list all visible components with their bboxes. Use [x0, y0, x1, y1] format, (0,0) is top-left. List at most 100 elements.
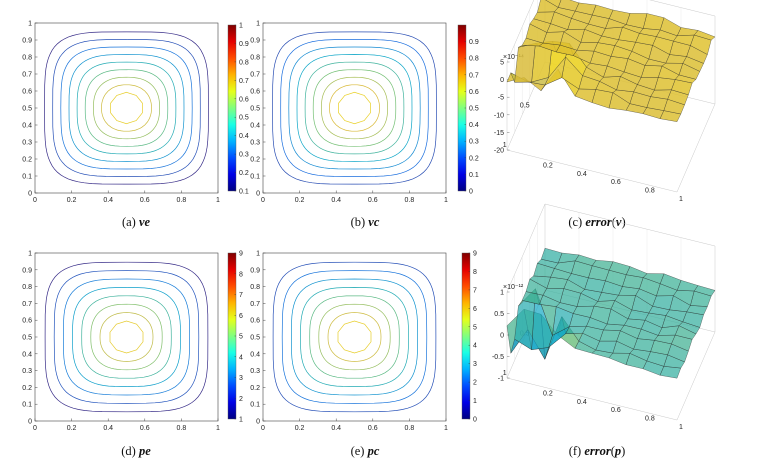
z-exponent-c: ×10⁻¹⁴	[503, 54, 524, 61]
colorbar-label-d: 2	[239, 396, 243, 403]
caption-e: (e) pc	[351, 444, 380, 458]
colorbar-label-b: 0.2	[469, 155, 479, 162]
x-tick-label-f: 0.6	[611, 407, 621, 414]
z-tick-label-f: 0.5	[494, 311, 504, 318]
contour-line-d	[81, 295, 172, 379]
contour-line-a	[52, 39, 201, 177]
y-tick-label-c: 1	[503, 142, 507, 149]
caption-label-f: (f)	[569, 444, 585, 458]
colorbar-label-e: 5	[473, 324, 477, 331]
x-tick-label-d: 0.6	[140, 425, 150, 432]
colorbar-label-b: 0.4	[469, 122, 479, 129]
z-tick-label-c: -15	[494, 130, 504, 137]
caption-close-f: )	[621, 444, 625, 458]
contour-line-a	[101, 84, 152, 132]
surface-patch-f	[541, 248, 563, 264]
z-tick-label-f: 1	[500, 290, 504, 297]
colorbar-e: 0 1 2 3 4 5 6 7 8 9	[461, 251, 477, 424]
z-tick-label-f: 0	[500, 333, 504, 340]
x-tick-label-a: 1	[216, 197, 220, 204]
box-edge-f	[676, 331, 716, 421]
plot-frame-d	[34, 252, 219, 422]
z-tick-label-f: -0.5	[492, 354, 504, 361]
contour-line-b	[280, 39, 429, 177]
x-tick-label-d: 0.4	[103, 425, 113, 432]
z-tick-label-c: -5	[498, 95, 504, 102]
x-tick-label-a: 0.2	[67, 197, 77, 204]
contour-plot-b: 0 0.2 0.4 0.6 0.8 100.10.20.30.40.50.60.70.80…	[250, 21, 479, 205]
colorbar-label-e: 0	[473, 417, 477, 424]
x-tick-label-c: 1	[679, 196, 683, 203]
z-tick-label-c: 0	[500, 77, 504, 84]
colorbar-label-a: 0.4	[239, 133, 249, 140]
x-tick-label-e: 0.6	[368, 425, 378, 432]
surface-patch-c	[545, 0, 562, 8]
colorbar-label-a: 0.2	[239, 170, 249, 177]
colorbar-label-a: 0.9	[239, 41, 249, 48]
colorbar-label-b: 0.6	[469, 89, 479, 96]
x-tick-label-d: 0.8	[177, 425, 187, 432]
y-tick-label-e: 0.2	[250, 385, 260, 392]
colorbar-label-d: 4	[239, 354, 243, 361]
contour-line-a	[110, 91, 143, 125]
contour-line-d	[109, 320, 144, 354]
y-tick-label-d: 0.2	[22, 385, 32, 392]
y-tick-label-e: 0.3	[250, 368, 260, 375]
contour-line-b	[304, 61, 405, 155]
contour-line-b	[288, 46, 421, 170]
colorbar-a: 0.1 0.2 0.3 0.4 0.5 0.6 0.7 0.8 0.9 1	[227, 23, 249, 196]
x-tick-label-e: 0.8	[405, 425, 415, 432]
y-tick-label-d: 0	[28, 419, 32, 426]
colorbar-label-b: 0.9	[469, 39, 479, 46]
box-edge-f	[506, 203, 546, 293]
contour-line-a	[44, 31, 209, 185]
caption-f: (f) error(p)	[569, 444, 626, 458]
y-tick-label-e: 0.5	[250, 335, 260, 342]
x-tick-label-d: 1	[216, 425, 220, 432]
colorbar-rect-e	[461, 252, 471, 420]
x-tick-label-c: 0.6	[611, 179, 621, 186]
y-tick-label-a: 0.4	[22, 123, 32, 130]
plot-frame-e	[262, 252, 447, 422]
colorbar-label-d: 3	[239, 375, 243, 382]
y-tick-label-b: 0.7	[250, 72, 260, 79]
y-tick-label-b: 0.8	[250, 55, 260, 62]
box-edge-f	[544, 203, 716, 247]
y-tick-label-b: 1	[256, 21, 260, 28]
box-edge-f	[506, 377, 678, 421]
caption-var-e: pc	[367, 444, 380, 458]
surface-patch-c	[514, 43, 536, 83]
y-tick-label-e: 0.7	[250, 301, 260, 308]
surface-plot-f: 10.50-0.5-1×10⁻¹²0.20.40.60.810.51	[492, 203, 716, 431]
contour-line-b	[329, 84, 380, 132]
colorbar-label-b: 0.1	[469, 172, 479, 179]
colorbar-label-d: 9	[239, 251, 243, 258]
caption-c: (c) error(v)	[568, 215, 625, 229]
colorbar-label-e: 2	[473, 380, 477, 387]
y-tick-label-a: 0	[28, 191, 32, 198]
colorbar-label-b: 0.8	[469, 56, 479, 63]
x-tick-label-e: 0.4	[331, 425, 341, 432]
colorbar-b: 0 0.1 0.2 0.3 0.4 0.5 0.6 0.7 0.8 0.9	[457, 24, 479, 196]
contour-line-d	[44, 261, 209, 413]
contour-line-b	[338, 91, 371, 125]
colorbar-label-a: 0.6	[239, 96, 249, 103]
colorbar-label-e: 8	[473, 269, 477, 276]
y-tick-label-a: 0.1	[22, 174, 32, 181]
contour-line-e	[291, 278, 418, 396]
x-tick-label-a: 0.4	[103, 197, 113, 204]
contour-line-a	[60, 46, 193, 170]
y-tick-label-a: 0.6	[22, 89, 32, 96]
y-tick-label-a: 1	[28, 21, 32, 28]
colorbar-label-e: 6	[473, 306, 477, 313]
y-tick-label-f: 1	[503, 370, 507, 377]
contour-line-e	[318, 303, 391, 371]
x-tick-label-b: 0.8	[405, 197, 415, 204]
y-tick-label-d: 0.3	[22, 368, 32, 375]
colorbar-label-a: 0.3	[239, 152, 249, 159]
caption-close-c: )	[621, 215, 625, 229]
colorbar-label-a: 0.8	[239, 59, 249, 66]
z-tick-label-c: -10	[494, 112, 504, 119]
y-tick-label-e: 0.9	[250, 267, 260, 274]
contour-plot-e: 0 0.2 0.4 0.6 0.8 1 0 0.1 0.2 0.3 0.4 0.5 0.6 0.7 0.8 0…	[250, 251, 477, 433]
